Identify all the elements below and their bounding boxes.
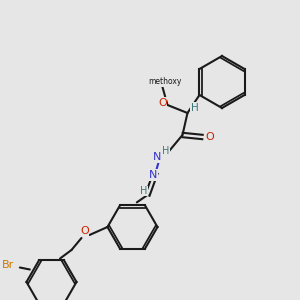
Text: H: H bbox=[190, 103, 198, 113]
Text: O: O bbox=[80, 226, 89, 236]
Text: O: O bbox=[158, 98, 167, 108]
Text: N: N bbox=[153, 152, 162, 162]
Text: H: H bbox=[162, 146, 169, 156]
Text: Br: Br bbox=[2, 260, 14, 269]
Text: N: N bbox=[149, 170, 158, 180]
Text: O: O bbox=[205, 132, 214, 142]
Text: H: H bbox=[140, 186, 147, 196]
Text: methoxy: methoxy bbox=[148, 77, 181, 86]
